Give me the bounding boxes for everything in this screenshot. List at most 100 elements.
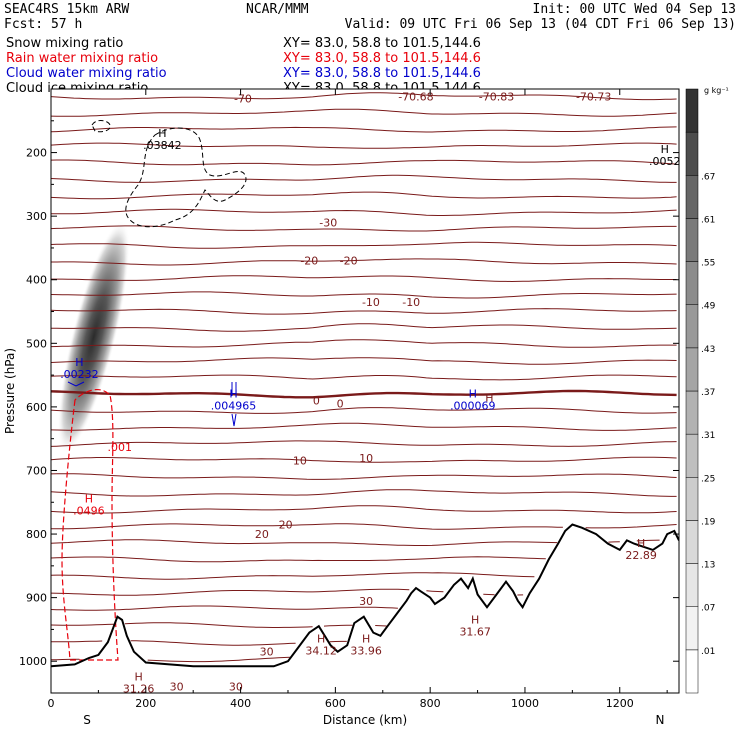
isotherm-label: 0 [337, 398, 344, 411]
y-tick-label: 1000 [19, 655, 47, 668]
isotherm-label: -70.73 [576, 91, 611, 104]
max-marker: H [637, 537, 645, 550]
plot-frame [50, 88, 680, 694]
plot-area: -70 -70.68 -70.83 -70.73 -30 -20 -20 -10 -10 0 0 10… [51, 89, 679, 696]
max-value-label: .00232 [60, 368, 99, 381]
isotherm-line [51, 142, 677, 149]
max-marker: H [471, 613, 479, 626]
isotherm-line [51, 588, 524, 596]
colorbar-level-label: .25 [701, 474, 715, 484]
isotherm-label: -70.68 [398, 91, 433, 104]
field-name: Snow mixing ratio [6, 36, 123, 51]
y-tick-label: 500 [26, 337, 47, 350]
isotherm-line [51, 308, 677, 315]
max-value-label: 33.96 [350, 644, 382, 657]
isotherm-lines [51, 92, 677, 663]
colorbar-level-label: .37 [701, 388, 715, 398]
isotherm-label: 30 [359, 595, 373, 608]
isotherm-line [51, 126, 677, 133]
isotherm-line [51, 374, 677, 381]
y-tick-label: 800 [26, 528, 47, 541]
colorbar-swatch [685, 347, 699, 392]
max-value-label: 34.12 [305, 644, 337, 657]
colorbar-level-label: .55 [701, 259, 715, 269]
colorbar-level-label: .49 [701, 302, 716, 312]
max-value-label: .001 [107, 441, 132, 454]
colorbar-swatch [685, 304, 699, 349]
isotherm-line [51, 174, 677, 183]
max-value-label: .03842 [143, 139, 182, 152]
isotherm-line [51, 440, 677, 447]
isotherm-line [51, 456, 677, 463]
max-value-label: 31.26 [123, 683, 155, 696]
max-value-label: H [485, 391, 493, 404]
title-center: NCAR/MMM [246, 2, 309, 17]
cloud-ice-contours [91, 120, 247, 228]
max-marker: H [135, 671, 143, 684]
colorbar-swatch [685, 520, 699, 564]
y-axis-label: Pressure (hPa) [3, 348, 17, 434]
max-value-label: .004965 [211, 400, 257, 413]
max-marker: H [469, 388, 477, 401]
colorbar-swatch [685, 218, 699, 262]
isotherm-label: -10 [362, 296, 380, 309]
isotherm-line [51, 291, 677, 299]
colorbar-swatch [685, 477, 699, 521]
isotherm-line [51, 92, 677, 101]
colorbar-level-label: .31 [701, 431, 715, 441]
cloud-water-contours [67, 381, 237, 427]
isotherm-label: -70 [234, 93, 252, 106]
colorbar-level-label: .13 [701, 561, 715, 571]
isotherm-label: -20 [340, 255, 358, 268]
snow-mixing-ratio-shading [57, 220, 130, 454]
y-tick-label: 300 [26, 210, 47, 223]
colorbar-swatch [685, 261, 699, 305]
plot-annotations: -70 -70.68 -70.83 -70.73 -30 -20 -20 -10 -10 0 0 10… [60, 91, 679, 696]
colorbar-unit: g kg⁻¹ [704, 86, 729, 95]
isotherm-line [51, 407, 677, 414]
isotherm-line [51, 108, 677, 117]
isotherm-label: -70.83 [479, 91, 514, 104]
x-tick-label: 1000 [511, 697, 539, 710]
isotherm-label: 10 [293, 454, 307, 467]
colorbar-level-label: .61 [701, 215, 715, 225]
isotherm-line [51, 241, 677, 249]
max-marker: H [85, 493, 93, 506]
field-xy-range: XY= 83.0, 58.8 to 101.5,144.6 [283, 66, 481, 81]
isotherm-label: 30 [229, 681, 243, 694]
x-end-label-south: S [83, 713, 91, 727]
x-tick-label: 0 [48, 697, 55, 710]
isotherm-line [51, 489, 677, 497]
isotherm-line [51, 258, 677, 266]
isotherm-line [51, 323, 677, 332]
isotherm-line [51, 539, 660, 546]
x-axis: 0 200 400 600 800 1000 1200 [48, 89, 668, 710]
valid-time: Valid: 09 UTC Fri 06 Sep 13 (04 CDT Fri … [345, 17, 736, 32]
isotherm-line [51, 422, 677, 431]
colorbar-swatch [685, 433, 699, 478]
isotherm-line [51, 656, 290, 663]
colorbar-swatch [685, 88, 699, 133]
isotherm-line [51, 622, 387, 628]
max-marker: H [661, 143, 669, 156]
isotherm-label: 20 [279, 519, 293, 532]
isotherm-line [51, 605, 398, 611]
x-tick-label: 600 [325, 697, 346, 710]
y-tick-label: 400 [26, 274, 47, 287]
isotherm-line [51, 572, 535, 580]
isotherm-label: -10 [402, 296, 420, 309]
isotherm-line [51, 556, 546, 563]
isotherm-line [51, 159, 677, 166]
colorbar-swatch [685, 606, 699, 651]
max-marker: H [317, 632, 325, 645]
isotherm-line [51, 523, 677, 530]
y-tick-label: 200 [26, 147, 47, 160]
colorbar-level-label: .07 [701, 604, 715, 614]
isotherm-line [51, 389, 677, 399]
colorbar-level-label: .43 [701, 345, 715, 355]
isotherm-line [51, 208, 677, 216]
colorbar: .01 .07 .13 .19 .25 .31 .37 .43 .49 .55 .61 .67 [685, 88, 716, 694]
field-legend: Snow mixing ratio XY= 83.0, 58.8 to 101.5… [6, 36, 481, 96]
